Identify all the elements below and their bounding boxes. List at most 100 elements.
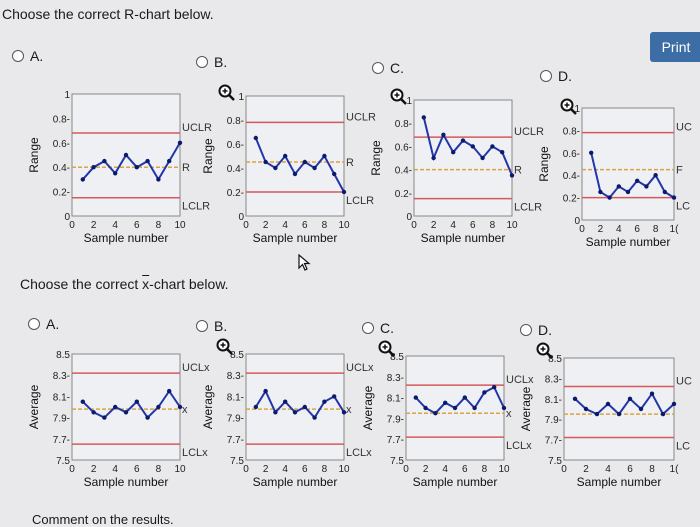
option-x-d-label: D. bbox=[538, 322, 552, 338]
x-tick-label: 4 bbox=[112, 464, 118, 475]
y-tick-label: 8.5 bbox=[548, 354, 562, 365]
x-tick-label: 6 bbox=[302, 220, 308, 231]
option-r-a-label: A. bbox=[30, 48, 44, 64]
radio-x-a[interactable] bbox=[28, 318, 40, 330]
x-tick-label: 2 bbox=[263, 220, 269, 231]
radio-r-a[interactable] bbox=[12, 50, 24, 62]
ucl-label: UCLx bbox=[506, 374, 534, 386]
radio-r-d[interactable] bbox=[540, 70, 552, 82]
r-chart-d: 0 0.2- 0.4- 0.6- 0.8- 1 0 2 4 6 8 1(Sample number Ra… bbox=[537, 104, 692, 249]
lcl-label: LCLR bbox=[346, 195, 374, 207]
data-point bbox=[462, 395, 467, 400]
data-point bbox=[671, 195, 677, 200]
plot-area bbox=[413, 99, 513, 217]
zoom-icon[interactable] bbox=[218, 84, 236, 102]
option-r-b[interactable]: B. bbox=[196, 54, 227, 70]
x-tick-label: 8 bbox=[490, 220, 496, 231]
x-axis-label: Sample number bbox=[253, 475, 338, 489]
option-r-c[interactable]: C. bbox=[372, 60, 404, 76]
lcl-label: LC bbox=[676, 441, 690, 453]
data-point bbox=[625, 189, 631, 195]
option-x-b[interactable]: B. bbox=[196, 318, 227, 334]
data-point bbox=[134, 399, 139, 404]
x-tick-label: 4 bbox=[605, 464, 611, 475]
x-tick-label: 4 bbox=[616, 224, 622, 235]
data-point bbox=[482, 390, 487, 395]
question-x-bar: x bbox=[142, 276, 150, 292]
zoom-icon[interactable] bbox=[390, 88, 408, 106]
data-point bbox=[627, 396, 633, 401]
y-tick-label: 0 bbox=[64, 212, 70, 223]
series-line bbox=[422, 117, 513, 176]
data-point bbox=[671, 401, 677, 407]
option-r-d[interactable]: D. bbox=[540, 68, 572, 84]
lcl-label: LCLx bbox=[182, 447, 208, 459]
x-tick-label: 6 bbox=[134, 464, 140, 475]
radio-x-d[interactable] bbox=[520, 324, 532, 336]
x-tick-label: 2 bbox=[91, 220, 97, 231]
question-r-chart: Choose the correct R-chart below. bbox=[2, 6, 214, 22]
ucl-label: UCLR bbox=[346, 111, 376, 123]
data-point bbox=[451, 150, 456, 155]
question-x-chart: Choose the correct x-chart below. bbox=[20, 276, 229, 292]
x-tick-label: 10 bbox=[498, 464, 510, 475]
data-point bbox=[660, 411, 666, 417]
center-label: x bbox=[346, 404, 352, 416]
question-x-prefix: Choose the correct bbox=[20, 276, 143, 292]
zoom-icon[interactable] bbox=[536, 342, 554, 360]
option-r-a[interactable]: A. bbox=[12, 48, 43, 64]
x-tick-label: 10 bbox=[338, 220, 350, 231]
x-tick-label: 2 bbox=[431, 220, 437, 231]
x-tick-label: 10 bbox=[174, 220, 186, 231]
x-tick-label: 8 bbox=[653, 224, 659, 235]
zoom-icon[interactable] bbox=[378, 340, 396, 358]
ucl-label: UCLx bbox=[182, 362, 210, 374]
y-tick-label: 8.3- bbox=[387, 373, 404, 384]
data-point bbox=[460, 138, 466, 143]
option-x-c[interactable]: C. bbox=[362, 320, 394, 336]
data-point bbox=[80, 177, 85, 182]
y-axis-label: Average bbox=[201, 384, 215, 429]
radio-r-b[interactable] bbox=[196, 56, 208, 68]
data-point bbox=[644, 184, 649, 189]
data-point bbox=[283, 153, 288, 159]
y-tick-label: 7.5 bbox=[390, 456, 404, 467]
option-x-a[interactable]: A. bbox=[28, 316, 59, 332]
data-point bbox=[177, 404, 183, 410]
zoom-icon[interactable] bbox=[216, 338, 234, 356]
data-point bbox=[501, 405, 507, 411]
data-point bbox=[421, 115, 426, 120]
radio-r-c[interactable] bbox=[372, 62, 384, 74]
data-point bbox=[500, 150, 505, 155]
option-x-d[interactable]: D. bbox=[520, 322, 552, 338]
data-point bbox=[302, 159, 307, 165]
center-label: R bbox=[346, 157, 354, 169]
y-tick-label: 0 bbox=[574, 216, 580, 227]
data-point bbox=[583, 406, 589, 412]
center-label: x bbox=[182, 404, 188, 416]
y-tick-label: 0 bbox=[406, 212, 412, 223]
zoom-icon[interactable] bbox=[560, 98, 578, 116]
center-label: R bbox=[182, 162, 190, 174]
data-point bbox=[156, 404, 161, 410]
data-point bbox=[332, 394, 337, 399]
y-tick-label: 1 bbox=[64, 90, 70, 101]
data-point bbox=[653, 173, 658, 178]
ucl-label: UCLx bbox=[346, 362, 374, 374]
ucl-label: UC bbox=[676, 122, 692, 134]
radio-x-c[interactable] bbox=[362, 322, 374, 334]
y-axis-label: Range bbox=[537, 146, 551, 182]
data-point bbox=[441, 132, 446, 137]
y-tick-label: 0.6- bbox=[53, 139, 70, 150]
x-tick-label: 8 bbox=[649, 464, 655, 475]
series-line bbox=[254, 388, 345, 420]
y-tick-label: 0.4- bbox=[53, 163, 70, 174]
data-point bbox=[292, 171, 298, 177]
radio-x-b[interactable] bbox=[196, 320, 208, 332]
y-tick-label: 1 bbox=[238, 92, 244, 103]
data-point bbox=[273, 165, 278, 171]
print-button[interactable]: Print bbox=[650, 32, 700, 62]
data-point bbox=[341, 189, 347, 195]
plot-area bbox=[581, 107, 675, 221]
